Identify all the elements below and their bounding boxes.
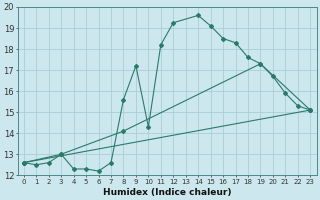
X-axis label: Humidex (Indice chaleur): Humidex (Indice chaleur)	[103, 188, 231, 197]
